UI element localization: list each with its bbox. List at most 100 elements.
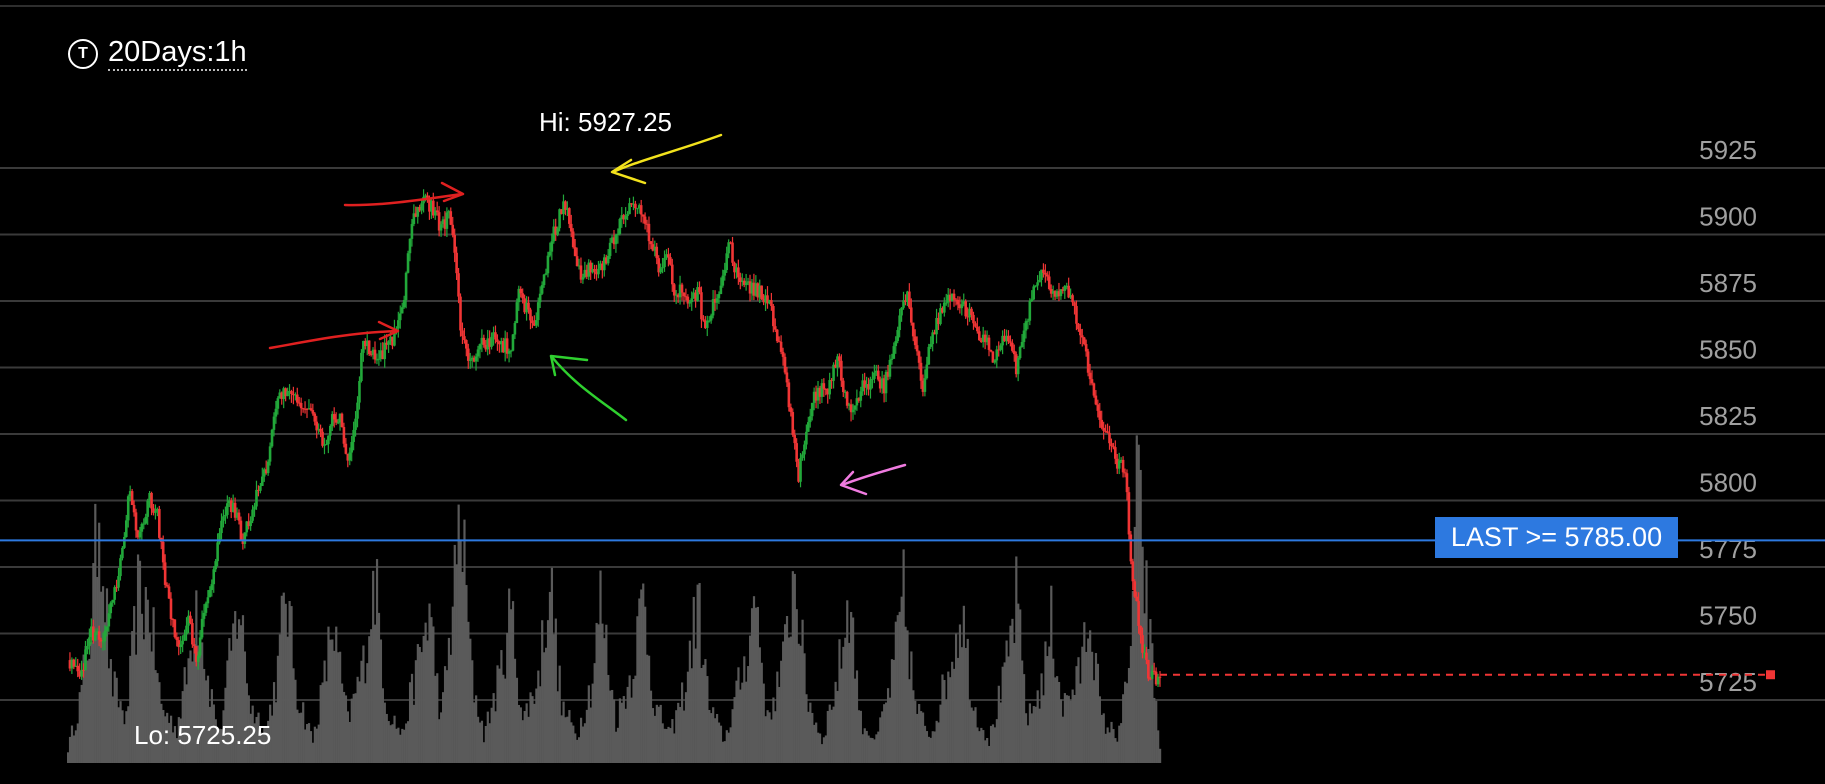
volume-bar [397,727,400,763]
volume-bar [1081,646,1084,763]
candle [999,343,1002,352]
volume-bar [523,710,526,763]
candle [886,364,890,381]
volume-bar [579,717,583,763]
volume-bar [492,693,495,763]
volume-bar [1034,706,1037,763]
alert-badge[interactable]: LAST >= 5785.00 [1435,517,1678,558]
candle [816,380,820,409]
candle [527,296,530,314]
volume-bar [455,564,458,763]
volume-bar [214,719,217,763]
volume-bar [189,650,192,763]
volume-bar [980,727,983,763]
volume-bar [105,588,109,763]
volume-bar [879,717,882,763]
candle [797,458,800,483]
candle [1098,402,1102,428]
candle [439,221,443,237]
volume-bar [614,731,618,763]
candle [505,332,509,359]
volume-bar [817,732,820,763]
candle [498,340,501,353]
volume-bar [294,679,297,763]
candle [531,316,534,329]
candle [224,506,227,524]
candle [303,401,307,414]
candle [610,234,614,243]
candle [977,326,981,341]
volume-bar [877,731,880,763]
volume-bar [653,715,657,763]
candle [974,321,977,328]
volume-bar [1057,681,1061,763]
volume-bar [140,613,144,763]
candle [509,349,513,358]
volume-bar [271,715,274,763]
volume-bar [224,687,227,763]
volume-bar [916,713,919,763]
candle [313,412,317,426]
volume-bar [618,698,622,763]
volume-bar [476,716,480,763]
volume-bar [377,612,381,763]
candle [723,262,727,281]
volume-bar [251,705,254,763]
candle [1071,293,1074,306]
candle [1053,290,1057,301]
candle [315,415,319,439]
volume-bar [659,704,662,763]
volume-bar [1030,713,1033,763]
candle [253,502,256,517]
volume-bar [1159,748,1162,763]
candle [334,412,338,426]
candle [1032,284,1036,301]
volume-bar [136,554,140,763]
candle [1020,334,1024,348]
volume-bar [317,724,320,763]
candle [1080,328,1084,347]
volume-bar [655,704,658,763]
candle [369,350,373,357]
candle [972,311,975,330]
volume-bar [146,599,149,763]
volume-bar [1013,642,1016,763]
volume-bar [923,725,927,763]
volume-bar [717,722,721,763]
volume-bar [131,631,134,763]
candle [766,286,769,309]
candle [1018,345,1022,360]
volume-bar [82,654,85,763]
volume-bar [138,560,142,763]
candle [274,400,278,424]
volume-bar [729,727,732,763]
volume-bar [1096,663,1100,763]
candle [643,212,647,230]
candle [637,203,641,214]
candle [665,249,668,260]
candle [680,282,684,301]
timeframe-label[interactable]: 20Days:1h [108,36,247,71]
candle [1096,399,1100,418]
candle [105,626,109,637]
candle [183,629,186,641]
volume-bar [276,655,280,763]
candle [709,313,713,324]
candle [1143,644,1146,659]
candle [587,259,591,281]
candle [319,424,322,438]
candle [200,610,204,640]
candle [146,498,149,525]
volume-bar [902,549,905,763]
candle [628,197,631,215]
volume-bar [169,715,173,763]
volume-bar [286,636,289,763]
candle [601,260,604,279]
chart-title[interactable]: T 20Days:1h [68,36,247,71]
volume-bar [708,709,711,763]
volume-bar [449,654,452,763]
candle [272,412,276,437]
template-icon[interactable]: T [68,38,98,69]
volume-bar [587,685,590,763]
